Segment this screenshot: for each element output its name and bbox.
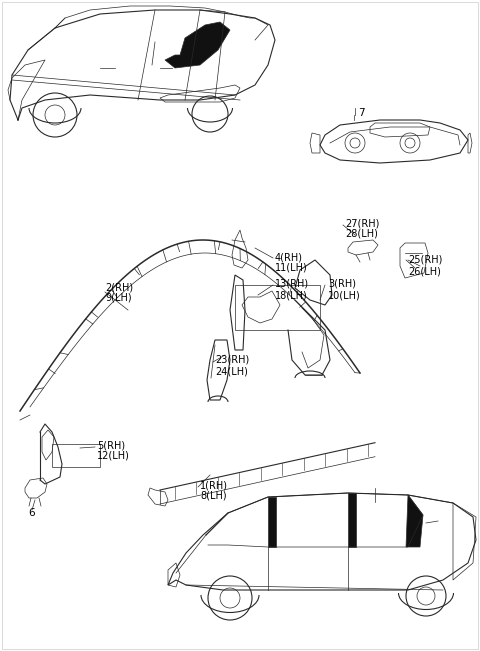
Text: 13(RH): 13(RH) bbox=[275, 279, 309, 289]
Text: 1(RH): 1(RH) bbox=[200, 480, 228, 490]
Text: 18(LH): 18(LH) bbox=[275, 290, 308, 300]
Text: 6: 6 bbox=[28, 508, 35, 518]
Text: 3(RH): 3(RH) bbox=[328, 279, 356, 289]
Polygon shape bbox=[268, 497, 276, 547]
Text: 25(RH): 25(RH) bbox=[408, 255, 443, 265]
Polygon shape bbox=[348, 493, 356, 547]
Text: 28(LH): 28(LH) bbox=[345, 229, 378, 239]
Text: 4(RH): 4(RH) bbox=[275, 252, 303, 262]
Text: 27(RH): 27(RH) bbox=[345, 218, 379, 228]
Text: 7: 7 bbox=[358, 108, 365, 118]
Text: 23(RH): 23(RH) bbox=[215, 355, 249, 365]
Text: 12(LH): 12(LH) bbox=[97, 451, 130, 461]
Text: 2(RH): 2(RH) bbox=[105, 282, 133, 292]
Text: 9(LH): 9(LH) bbox=[105, 293, 132, 303]
Text: 10(LH): 10(LH) bbox=[328, 290, 361, 300]
Polygon shape bbox=[406, 495, 423, 547]
Text: 24(LH): 24(LH) bbox=[215, 366, 248, 376]
Text: 26(LH): 26(LH) bbox=[408, 266, 441, 276]
Text: 11(LH): 11(LH) bbox=[275, 263, 308, 273]
Polygon shape bbox=[165, 22, 230, 68]
Text: 8(LH): 8(LH) bbox=[200, 491, 227, 501]
Text: 5(RH): 5(RH) bbox=[97, 440, 125, 450]
